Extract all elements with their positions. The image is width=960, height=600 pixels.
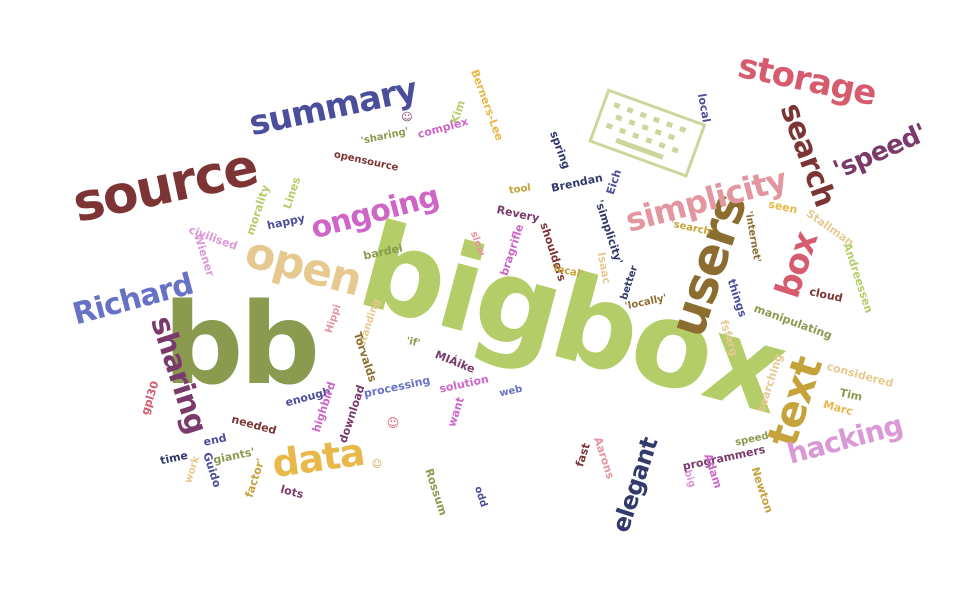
word-spring: spring (547, 129, 573, 171)
word-web: web (498, 383, 524, 400)
word-end: end (202, 431, 228, 449)
word-source: source (67, 137, 263, 235)
word-brendan: Brendan (550, 171, 604, 195)
smiley-icon: ☺ (371, 459, 383, 470)
word-happy: happy (265, 211, 307, 233)
word-lines: Lines (280, 175, 304, 211)
word-fast: fast (573, 441, 593, 469)
word-solution: solution (438, 372, 490, 396)
smiley-icon: ☺ (386, 416, 400, 430)
word-gpl30: gpl30 (138, 379, 162, 417)
word-cloud: cloud (808, 285, 844, 305)
word-considered: considered (825, 359, 895, 391)
word-giants-quoted: giants' (212, 445, 256, 467)
word-newton: Newton (748, 465, 776, 515)
word-tim: Tim (838, 386, 864, 404)
word-complex: complex (416, 115, 470, 141)
word-berners-lee: Berners-Lee (468, 67, 506, 143)
word-aarons: Aarons (591, 435, 617, 481)
smiley-icon: ☺ (401, 110, 413, 124)
word-tool: tool (508, 182, 532, 197)
word-rossum: Rossum (422, 466, 450, 518)
word-speed-quoted: 'speed' (828, 118, 932, 186)
word-andreessen: Andreessen (840, 241, 876, 315)
word-local: local (695, 92, 713, 124)
keyboard-icon (588, 88, 706, 178)
word-needed: needed (230, 412, 278, 438)
word-factor-quoted: factor' (242, 456, 268, 500)
word-lots: lots (279, 482, 305, 502)
word-revery: Revery (495, 203, 541, 225)
word-odd: odd (471, 485, 489, 509)
word-marc: Marc (821, 397, 855, 419)
word-if-quoted: 'if' (405, 335, 422, 350)
word-time: time (158, 448, 190, 468)
word-hippi: Hippi (323, 303, 344, 335)
word-bb: bb (163, 280, 320, 410)
word-elegant: elegant (606, 434, 664, 536)
word-sharing-quoted: 'sharing' (359, 126, 410, 147)
word-torvalds: Torvalds (350, 330, 380, 384)
word-want: want (445, 395, 467, 429)
word-seen: seen (767, 197, 799, 217)
word-opensource: opensource (332, 149, 400, 174)
word-data: data (269, 429, 367, 487)
word-big: big (681, 468, 698, 489)
